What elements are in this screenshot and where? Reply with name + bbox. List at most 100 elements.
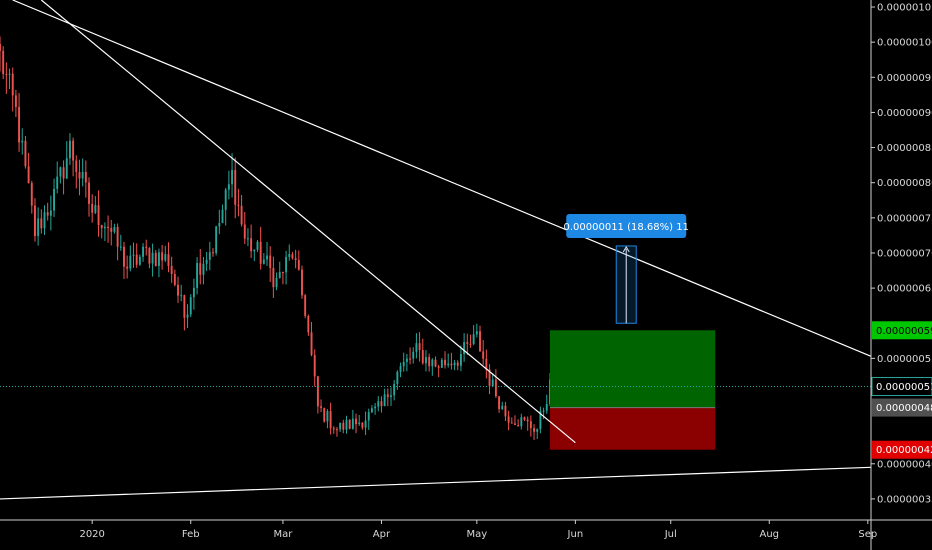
candle xyxy=(110,219,113,246)
candle-body xyxy=(351,418,354,429)
candle xyxy=(399,362,402,378)
candle xyxy=(40,209,43,234)
measure-label[interactable]: 0.00000011 (18.68%) 11 xyxy=(563,213,689,238)
candle-body xyxy=(374,406,377,409)
candle xyxy=(482,340,485,365)
candle-body xyxy=(231,170,234,185)
candle-body xyxy=(316,376,319,407)
candle-body xyxy=(18,106,21,143)
candle xyxy=(272,256,275,298)
candle-body xyxy=(161,252,164,261)
candle-body xyxy=(479,331,481,352)
candle xyxy=(157,248,160,278)
candle-body xyxy=(434,359,437,367)
candle-body xyxy=(301,269,303,296)
support-trendline[interactable] xyxy=(0,466,872,500)
upper-trendline[interactable] xyxy=(12,0,872,357)
time-tick-label: Feb xyxy=(182,529,200,540)
candle xyxy=(113,223,116,234)
candle xyxy=(177,276,179,304)
candle xyxy=(173,269,176,287)
candle xyxy=(342,419,345,434)
candle-body xyxy=(412,351,415,359)
candle-body xyxy=(91,203,94,213)
candle-body xyxy=(78,172,81,179)
candle-body xyxy=(507,416,510,423)
candle-body xyxy=(142,246,145,257)
candle-body xyxy=(380,401,383,407)
candle-body xyxy=(386,394,389,397)
descending-trendline[interactable] xyxy=(40,0,576,444)
candle-body xyxy=(243,224,246,239)
candle xyxy=(469,334,472,348)
candle xyxy=(269,246,272,282)
price-axis[interactable] xyxy=(871,0,932,520)
candle xyxy=(393,380,396,401)
candle xyxy=(167,242,170,273)
candle-body xyxy=(132,254,135,256)
candle-body xyxy=(326,411,329,422)
candle xyxy=(485,349,488,379)
candle-body xyxy=(396,371,399,384)
candle xyxy=(440,357,443,368)
candle-body xyxy=(323,407,326,422)
candle-body xyxy=(431,359,434,367)
candle xyxy=(396,370,399,390)
candle-body xyxy=(494,379,497,397)
target-zone[interactable] xyxy=(549,330,716,408)
candle-body xyxy=(256,241,259,250)
candle-body xyxy=(167,254,170,266)
candle-body xyxy=(123,246,125,267)
time-tick-label: Jun xyxy=(567,529,584,540)
candle-body xyxy=(501,405,504,410)
candle xyxy=(72,137,75,177)
price-range-measure[interactable]: 0.00000011 (18.68%) 11 xyxy=(563,213,689,324)
time-axis-ticks[interactable]: 2020 Feb Mar Apr May Jun Jul Aug Sep xyxy=(79,520,877,540)
candle-body xyxy=(8,73,11,75)
candle xyxy=(523,416,526,421)
time-tick-label: May xyxy=(466,529,487,540)
candle-body xyxy=(332,428,335,430)
candle xyxy=(135,243,138,268)
candle xyxy=(405,353,408,372)
candle xyxy=(275,272,278,291)
candle-body xyxy=(402,361,405,367)
candle xyxy=(361,422,364,430)
entry-price-badge-box xyxy=(872,398,932,417)
position-zones[interactable] xyxy=(549,330,716,450)
trendlines[interactable] xyxy=(0,0,872,500)
candle-body xyxy=(151,252,154,264)
candle-body xyxy=(355,418,357,425)
candle-body xyxy=(297,260,300,270)
candle-body xyxy=(475,331,478,335)
candle-body xyxy=(49,210,52,216)
candle xyxy=(301,265,303,299)
candle xyxy=(262,253,265,265)
candle-body xyxy=(46,212,49,216)
candle-body xyxy=(536,429,539,432)
candle-body xyxy=(94,205,97,213)
candle xyxy=(383,388,386,407)
candle xyxy=(323,407,326,423)
candle xyxy=(370,405,373,414)
candle-body xyxy=(148,248,151,264)
candle-body xyxy=(482,351,485,359)
candle-body xyxy=(234,170,237,205)
candle xyxy=(81,158,84,187)
candle-body xyxy=(40,218,43,229)
candle-body xyxy=(14,95,17,107)
candle-body xyxy=(329,411,332,429)
candle xyxy=(536,428,539,440)
candle xyxy=(494,369,497,398)
candle xyxy=(355,413,357,434)
stop-zone[interactable] xyxy=(549,407,716,450)
stop-price-badge: 0.00000042 xyxy=(872,440,932,459)
candle xyxy=(380,396,383,413)
candle-body xyxy=(466,342,469,344)
candle-body xyxy=(370,408,373,413)
candle xyxy=(170,256,173,283)
candle-body xyxy=(291,254,294,259)
price-tick-label: 0.00000055 xyxy=(877,354,932,365)
candle-body xyxy=(339,422,342,430)
